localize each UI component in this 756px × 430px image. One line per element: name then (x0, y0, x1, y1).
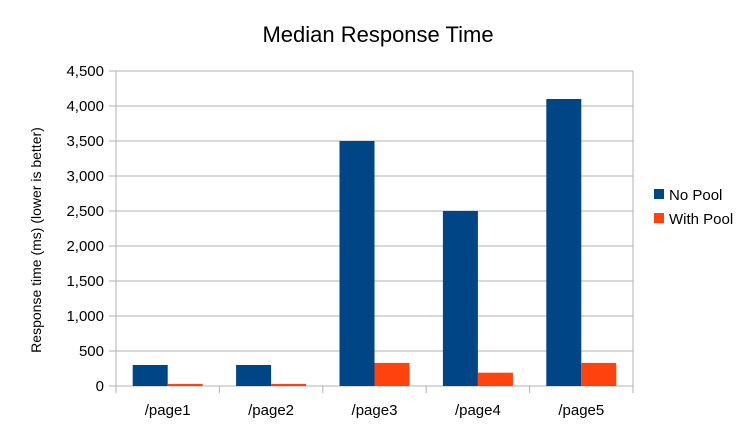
bar (374, 362, 410, 386)
x-tick-label: /page4 (455, 402, 501, 419)
y-tick-label: 2,500 (66, 203, 104, 220)
y-tick-label: 500 (79, 343, 104, 360)
bar (339, 141, 375, 386)
legend-swatch (654, 189, 664, 199)
y-tick-label: 4,000 (66, 98, 104, 115)
legend-label: With Pool (669, 211, 733, 228)
legend-label: No Pool (669, 187, 722, 204)
chart-title: Median Response Time (262, 22, 493, 47)
bar (477, 372, 513, 386)
legend-swatch (654, 213, 664, 223)
y-axis-ticks: 0 500 1,000 1,500 2,000 2,500 3,000 3,500 4,000 4… (66, 63, 104, 395)
y-tick-label: 4,500 (66, 63, 104, 80)
x-axis-ticks: /page1/page2/page3/page4/page5 (145, 402, 604, 419)
y-tick-label: 2,000 (66, 238, 104, 255)
x-tick-label: /page2 (248, 402, 294, 419)
y-tick-label: 1,000 (66, 308, 104, 325)
bar (271, 383, 307, 386)
bar (581, 362, 617, 386)
bar (442, 211, 478, 386)
x-tick-label: /page1 (145, 402, 191, 419)
y-tick-label: 0 (96, 378, 104, 395)
bar (546, 99, 582, 386)
legend: No Pool With Pool (654, 187, 733, 228)
y-tick-label: 3,000 (66, 168, 104, 185)
bar (167, 383, 203, 386)
bars (132, 99, 617, 386)
bar (236, 365, 272, 386)
bar (132, 365, 168, 386)
y-tick-label: 1,500 (66, 273, 104, 290)
x-tick-label: /page5 (558, 402, 604, 419)
y-tick-label: 3,500 (66, 133, 104, 150)
x-tick-label: /page3 (352, 402, 398, 419)
y-axis-label: Response time (ms) (lower is better) (28, 127, 44, 353)
